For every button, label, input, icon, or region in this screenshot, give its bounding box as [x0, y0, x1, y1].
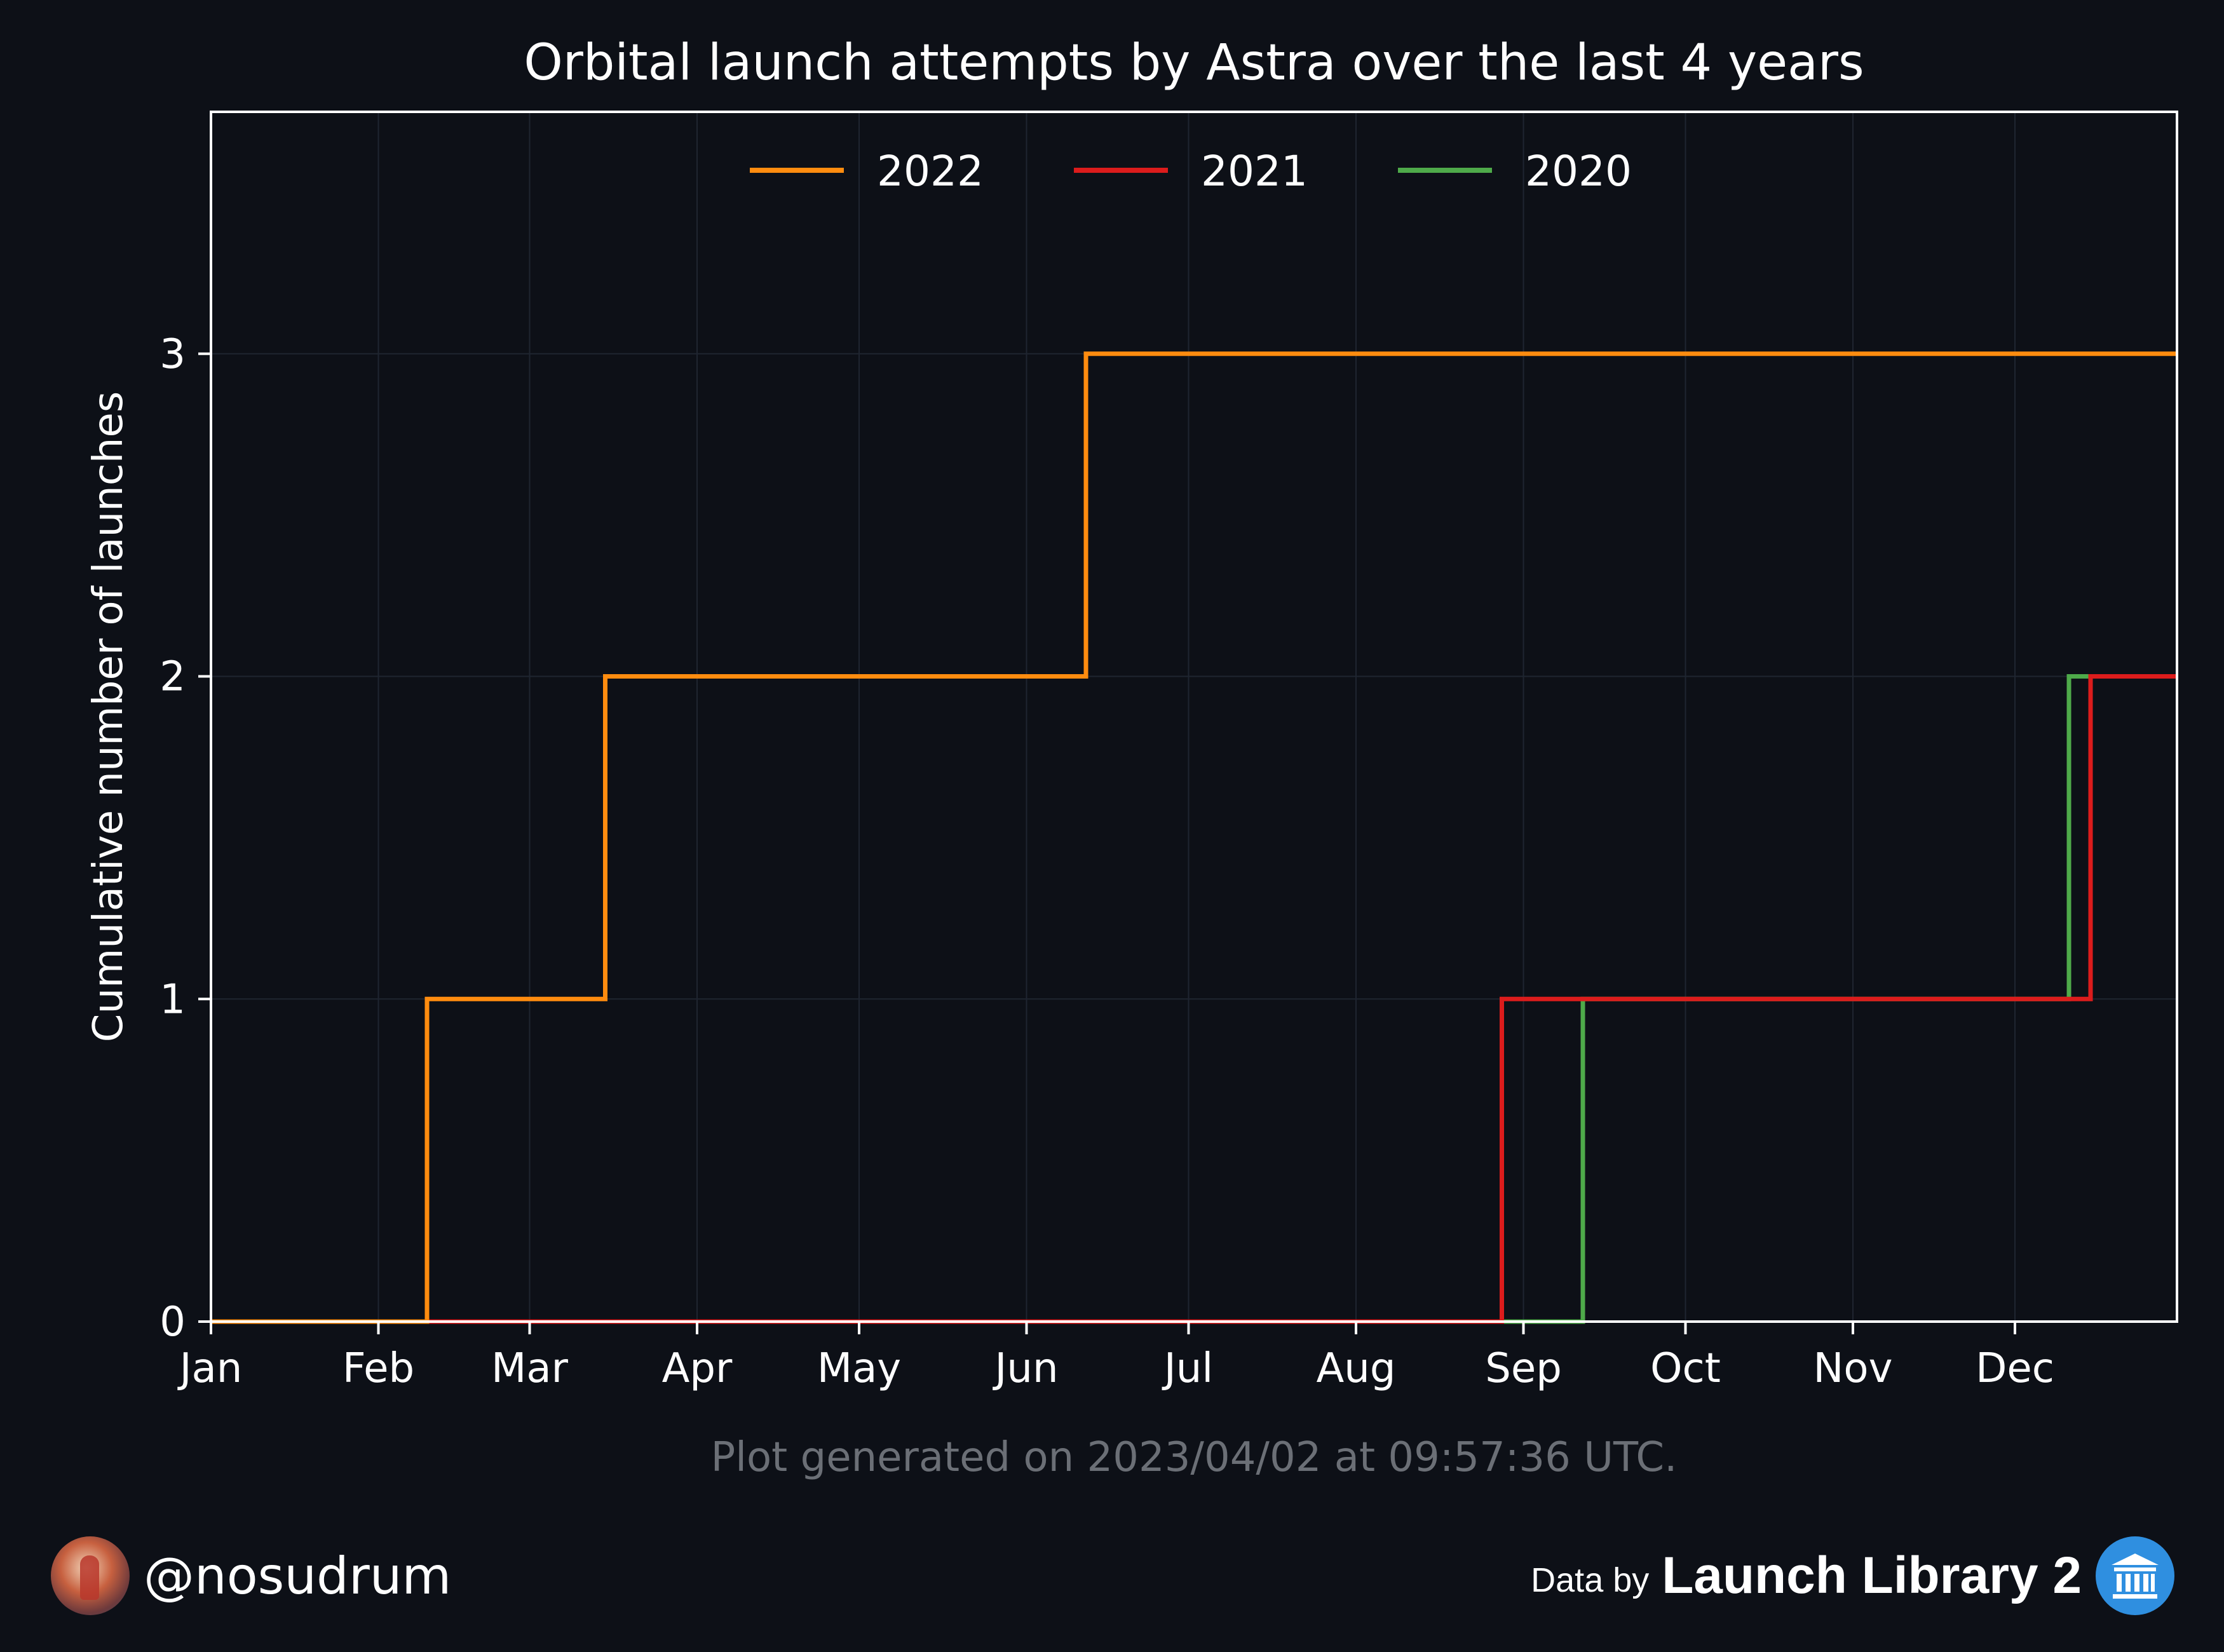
x-tick-label: Dec [1976, 1345, 2054, 1392]
author-credit: @nosudrum [51, 1536, 452, 1615]
x-tick-label: Sep [1485, 1345, 1562, 1392]
x-tick-label: Apr [662, 1345, 733, 1392]
grid [210, 112, 2177, 1322]
series-line-2022 [211, 351, 2177, 1324]
y-tick-label: 0 [159, 1299, 186, 1346]
x-tick-label: Feb [342, 1345, 414, 1392]
data-source-credit: Data by Launch Library 2 [1531, 1536, 2174, 1615]
x-tick-label: Nov [1814, 1345, 1893, 1392]
axes: Jan Feb Mar Apr May Jun Jul Aug Sep Oct Nov Dec 0 1 2 3 [159, 331, 2054, 1392]
plot-area [210, 111, 2178, 1323]
source-name: Launch Library 2 [1662, 1547, 2082, 1604]
data-by-label: Data by [1531, 1561, 1650, 1599]
y-tick-label: 2 [159, 654, 186, 701]
x-tick-label: Oct [1650, 1345, 1721, 1392]
series-lines [211, 351, 2177, 1324]
x-tick-label: Aug [1317, 1345, 1396, 1392]
author-handle: @nosudrum [144, 1546, 452, 1606]
x-tick-label: Jul [1162, 1345, 1213, 1392]
y-tick-label: 3 [159, 331, 186, 378]
avatar [51, 1536, 130, 1615]
legend-label-2022: 2022 [877, 147, 984, 196]
chart-title: Orbital launch attempts by Astra over th… [524, 34, 1864, 91]
y-tick-label: 1 [159, 976, 186, 1023]
x-tick-label: Jan [177, 1345, 243, 1392]
x-tick-label: May [817, 1345, 901, 1392]
legend-label-2020: 2020 [1525, 147, 1632, 196]
legend: 2022 2021 2020 [750, 147, 1632, 196]
y-axis-label: Cumulative number of launches [85, 391, 132, 1042]
generated-note: Plot generated on 2023/04/02 at 09:57:36… [711, 1434, 1678, 1481]
x-tick-label: Mar [491, 1345, 568, 1392]
x-tick-label: Jun [993, 1345, 1059, 1392]
library-icon [2096, 1536, 2174, 1615]
legend-label-2021: 2021 [1201, 147, 1308, 196]
